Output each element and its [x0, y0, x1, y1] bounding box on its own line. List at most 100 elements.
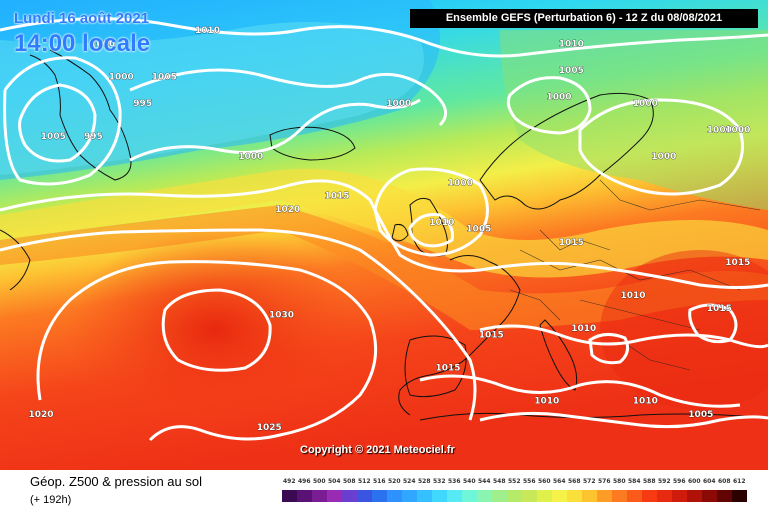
color-scale-swatch	[282, 490, 297, 502]
isobar-label: 1000	[448, 178, 473, 188]
color-scale-label: 528	[418, 478, 431, 485]
isobar-label: 1000	[109, 73, 134, 83]
forecast-time: 14:00 locale	[14, 30, 151, 57]
color-scale-swatch	[477, 490, 492, 502]
color-scale-swatch	[432, 490, 447, 502]
color-scale-swatch	[402, 490, 417, 502]
isobar-label: 1000	[547, 92, 572, 102]
color-scale-swatch	[687, 490, 702, 502]
model-run-info: Ensemble GEFS (Perturbation 6) - 12 Z du…	[410, 9, 758, 28]
geopotential-band-green-east	[500, 30, 768, 210]
color-scale-label: 552	[508, 478, 521, 485]
isobar-label: 1000	[386, 99, 411, 109]
isobar-label: 1010	[195, 26, 220, 36]
color-scale-label: 512	[358, 478, 371, 485]
isobar-label: 1010	[633, 397, 658, 407]
isobar-label: 1005	[41, 132, 66, 142]
britain-coast	[391, 197, 448, 257]
isobar-label: 1025	[257, 423, 282, 433]
color-scale-swatch	[672, 490, 687, 502]
isobar-1030	[161, 288, 272, 372]
isobar-label: 1015	[559, 238, 584, 248]
color-scale-swatch	[627, 490, 642, 502]
isobar-low-greenland	[18, 83, 97, 163]
isobar-1005-north-sea	[408, 213, 454, 248]
color-scale-swatch	[732, 490, 747, 502]
color-scale-label: 572	[583, 478, 596, 485]
isobar-label: 1010	[559, 40, 584, 50]
color-scale-swatch	[537, 490, 552, 502]
isobar-low-russia	[578, 98, 744, 196]
color-scale-label: 580	[613, 478, 626, 485]
color-scale-swatch	[582, 490, 597, 502]
color-scale-label: 492	[283, 478, 296, 485]
color-scale-label: 496	[298, 478, 311, 485]
isobar-label: 1000	[651, 152, 676, 162]
color-scale-label: 536	[448, 478, 461, 485]
isobar-south-3	[479, 411, 768, 429]
color-scale-label: 556	[523, 478, 536, 485]
isobar-label: 1015	[325, 192, 350, 202]
isobar-label: 1010	[534, 397, 559, 407]
color-scale-label: 608	[718, 478, 731, 485]
isobar-label: 1015	[707, 304, 732, 314]
color-scale-label: 548	[493, 478, 506, 485]
isobars	[0, 17, 768, 442]
isobar-label: 1015	[436, 364, 461, 374]
color-scale-label: 584	[628, 478, 641, 485]
color-scale-swatch	[357, 490, 372, 502]
isobar-label: 1015	[479, 331, 504, 341]
color-scale-label: 612	[733, 478, 746, 485]
isobar-label: 1020	[275, 205, 300, 215]
isobar-label: 1000	[633, 99, 658, 109]
canada-coast	[0, 229, 31, 291]
isobar-1025	[36, 260, 378, 442]
isobar-label: 1010	[429, 218, 454, 228]
isobar-label: 1005	[559, 66, 584, 76]
italy-coast	[539, 319, 578, 391]
isobar-label: 1000	[238, 152, 263, 162]
isobar-south-1	[479, 324, 768, 349]
isobar-label: 1010	[571, 324, 596, 334]
color-scale-swatch	[702, 490, 717, 502]
color-scale-label: 520	[388, 478, 401, 485]
color-scale-swatch	[417, 490, 432, 502]
color-scale-swatch	[612, 490, 627, 502]
isobar-1000-icelandic	[129, 98, 421, 162]
isobar-1020	[0, 228, 477, 421]
color-scale-label: 532	[433, 478, 446, 485]
color-scale-label: 504	[328, 478, 341, 485]
isobar-med-low	[588, 333, 630, 365]
isobar-low-greenland-outer	[3, 56, 122, 186]
color-scale-label: 500	[313, 478, 326, 485]
high-pressure-core-color	[65, 230, 365, 430]
color-scale-swatch	[522, 490, 537, 502]
isobar-label: 1005	[152, 73, 177, 83]
europe-coast	[398, 255, 521, 416]
color-scale	[282, 490, 747, 502]
warm-core-east	[600, 250, 768, 410]
iberia-coast	[404, 335, 467, 398]
color-scale-swatch	[597, 490, 612, 502]
color-scale-swatch	[552, 490, 567, 502]
isobar-south-2	[419, 374, 741, 408]
color-scale-label: 516	[373, 478, 386, 485]
color-scale-swatch	[342, 490, 357, 502]
isobar-label: 1020	[29, 410, 54, 420]
color-scale-labels: 492 496 500 504 508 512 516 520 524 528 532 536 540 5…	[282, 478, 752, 490]
isobar-label: 1005	[688, 410, 713, 420]
isobar-label: 1030	[269, 311, 294, 321]
scandinavia-coast	[479, 92, 654, 210]
color-scale-label: 592	[658, 478, 671, 485]
color-scale-label: 596	[673, 478, 686, 485]
color-scale-label: 540	[463, 478, 476, 485]
color-scale-label: 564	[553, 478, 566, 485]
isobar-label: 1015	[725, 258, 750, 268]
color-scale-swatch	[447, 490, 462, 502]
forecast-date: Lundi 16 août 2021	[14, 10, 150, 27]
isobar-low-norway	[506, 76, 592, 135]
color-scale-label: 604	[703, 478, 716, 485]
color-scale-label: 560	[538, 478, 551, 485]
isobar-label: 1000	[90, 40, 115, 50]
